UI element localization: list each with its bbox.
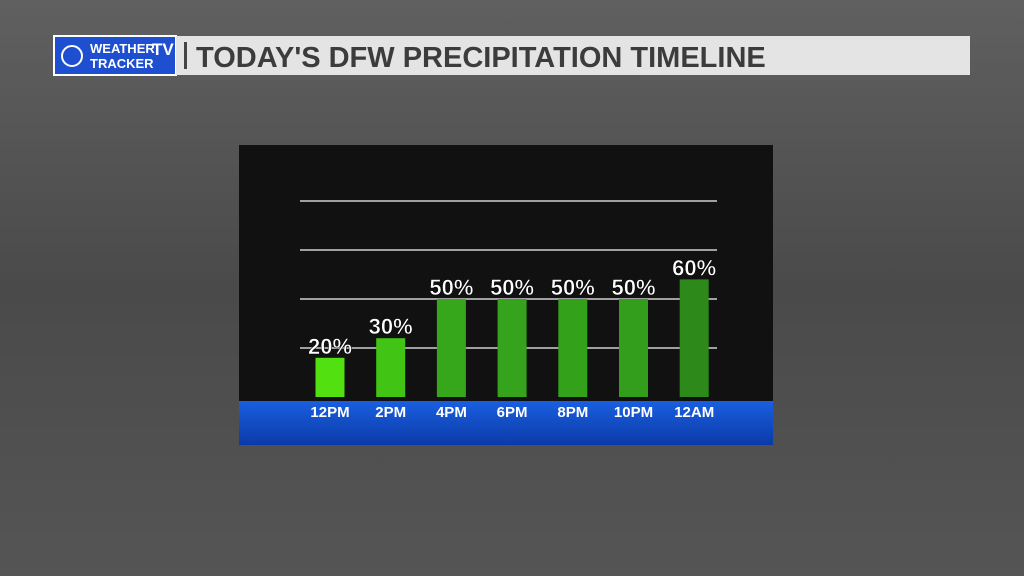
x-tick-label: 4PM	[436, 404, 467, 421]
logo-box	[53, 35, 177, 76]
bar	[376, 338, 406, 397]
chart-title: TODAY'S DFW PRECIPITATION TIMELINE	[196, 42, 766, 74]
bar	[679, 279, 709, 397]
bar	[436, 299, 466, 397]
value-label: 30%	[369, 314, 413, 339]
title-divider	[184, 42, 187, 69]
x-tick-label: 2PM	[375, 404, 406, 421]
x-tick-label: 12PM	[310, 404, 349, 421]
value-label: 50%	[611, 275, 655, 300]
label-band	[239, 401, 773, 445]
x-tick-label: 12AM	[674, 404, 714, 421]
logo-icon	[61, 45, 83, 67]
bar	[558, 299, 588, 397]
x-tick-label: 10PM	[614, 404, 653, 421]
bar	[619, 299, 648, 397]
x-tick-label: 8PM	[557, 404, 588, 421]
x-tick-label: 6PM	[497, 404, 528, 421]
logo-text: WEATHER	[90, 41, 155, 56]
value-label: 50%	[429, 275, 473, 300]
value-label: 60%	[672, 255, 716, 280]
logo-text: TRACKER	[90, 56, 154, 71]
title-bar	[176, 36, 970, 75]
value-label: 50%	[490, 275, 534, 300]
logo-badge: TV	[152, 40, 174, 59]
bar	[315, 357, 345, 397]
value-label: 20%	[308, 334, 352, 359]
value-label: 50%	[551, 275, 595, 300]
bar	[497, 299, 527, 397]
